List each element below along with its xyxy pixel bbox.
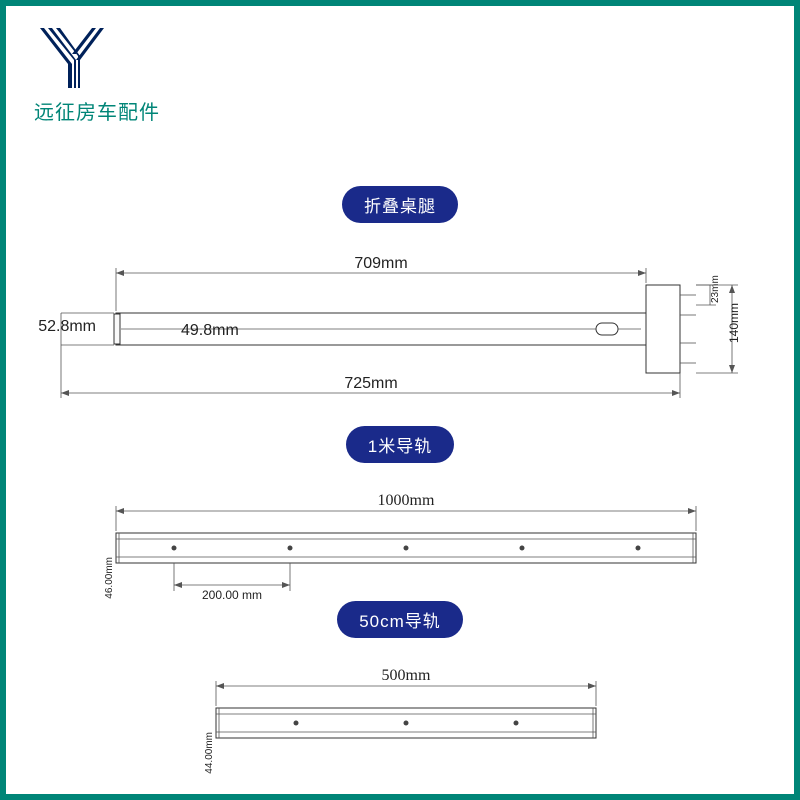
dim-46: 46.00mm (104, 557, 115, 599)
diagram-folding-leg: 709mm 725mm 52.8mm 49.8mm 23mm 140mm (6, 223, 800, 423)
dim-200: 200.00 mm (202, 588, 262, 602)
section1-title: 折叠桌腿 (342, 186, 458, 223)
section-50cm-rail: 50cm导轨 500mm 44.00mm (6, 601, 794, 783)
diagram-1m-rail: 1000mm 46.00mm 200.00 mm (6, 463, 800, 623)
dim-23: 23mm (710, 275, 721, 303)
dim-44: 44.00mm (204, 732, 215, 774)
dim-528: 52.8mm (38, 318, 96, 335)
dim-500: 500mm (382, 667, 431, 684)
dim-709: 709mm (354, 255, 407, 272)
dim-725: 725mm (344, 375, 397, 392)
brand-name: 远征房车配件 (34, 96, 160, 125)
section-folding-leg: 折叠桌腿 709mm 725mm 52.8mm (6, 186, 794, 428)
dim-140: 140mm (727, 303, 741, 343)
diagram-50cm-rail: 500mm 44.00mm (6, 638, 800, 778)
dim-1000: 1000mm (378, 492, 435, 509)
section2-title: 1米导轨 (346, 426, 454, 463)
brand-logo: 远征房车配件 (34, 24, 160, 125)
section-1m-rail: 1米导轨 1000mm 46.00mm 200.00 mm (6, 426, 794, 628)
dim-498: 49.8mm (181, 322, 239, 339)
logo-icon (34, 24, 114, 92)
section3-title: 50cm导轨 (337, 601, 463, 638)
